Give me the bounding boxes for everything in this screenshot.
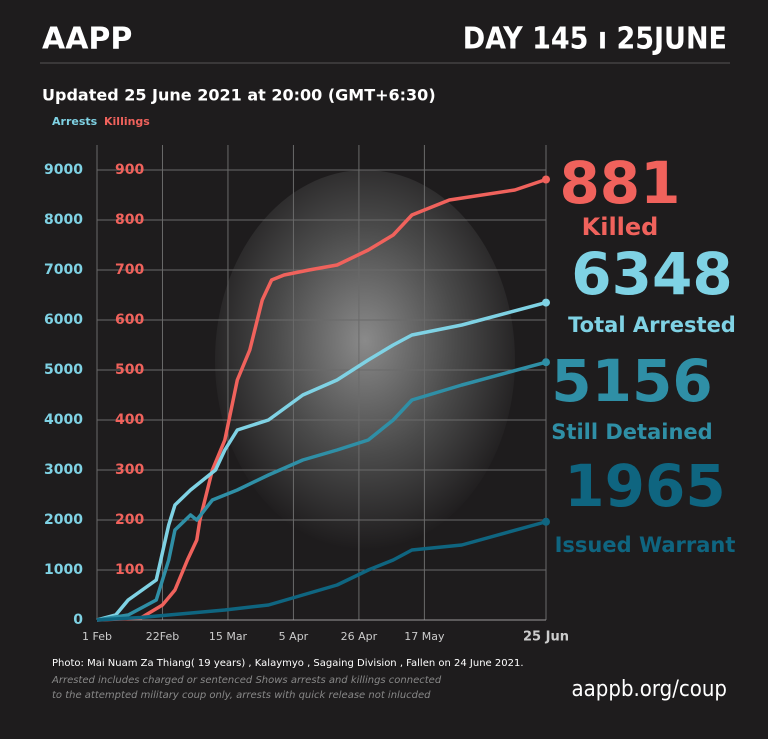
callout-label: Killed [582,213,659,241]
y2-tick-label: 600 [115,312,144,328]
callout-label: Total Arrested [568,313,736,337]
y2-tick-label: 400 [115,412,144,428]
note: to the attempted military coup only, arr… [52,690,431,701]
y-tick-label: 6000 [44,312,83,328]
y-tick-label: 1000 [44,562,83,578]
y2-tick-label: 200 [115,512,144,528]
series-line [96,300,547,622]
end-point [542,175,550,184]
callout-label: Issued Warrant [555,533,736,557]
x-tick-label: 5 Apr [279,630,309,643]
y2-label: Killings [104,115,150,128]
photo [215,170,515,550]
day-title: DAY 145 ı 25JUNE [463,22,727,57]
y-tick-label: 5000 [44,362,83,378]
y2-tick-label: 300 [115,462,144,478]
y-tick-label: 4000 [44,412,83,428]
x-tick-label: 22Feb [146,630,179,643]
note: Arrested includes charged or sentenced S… [51,675,442,686]
y-tick-label: 3000 [44,462,83,478]
y-tick-label: 9000 [44,162,83,178]
y2-tick-label: 700 [115,262,144,278]
logo: AAPP [42,22,132,57]
end-point [542,517,550,526]
x-tick-label: 25 Jun [523,630,569,645]
x-tick-label: 15 Mar [209,630,248,643]
series-line [96,177,547,622]
photo-credit: Photo: Mai Nuam Za Thiang( 19 years) , K… [52,658,524,669]
callout-value: 5156 [551,347,712,415]
series-line [96,520,547,622]
y-tick-label: 2000 [44,512,83,528]
x-tick-label: 26 Apr [341,630,378,643]
callout-value: 881 [559,149,680,217]
y-tick-label: 8000 [44,212,83,228]
x-tick-label: 17 May [404,630,445,643]
y2-tick-label: 800 [115,212,144,228]
y2-tick-label: 100 [115,562,144,578]
y-tick-label: 0 [73,612,83,628]
callout-value: 1965 [564,452,725,520]
y2-tick-label: 500 [115,362,144,378]
url: aappb.org/coup [572,677,727,702]
callout-value: 6348 [571,240,732,308]
x-tick-label: 1 Feb [82,630,112,643]
callout-label: Still Detained [551,420,712,444]
end-point [542,358,550,367]
y-tick-label: 7000 [44,262,83,278]
end-point [542,298,550,307]
series-line [96,360,547,622]
updated: Updated 25 June 2021 at 20:00 (GMT+6:30) [42,86,436,105]
y2-tick-label: 900 [115,162,144,178]
y-label: Arrests [52,115,98,128]
